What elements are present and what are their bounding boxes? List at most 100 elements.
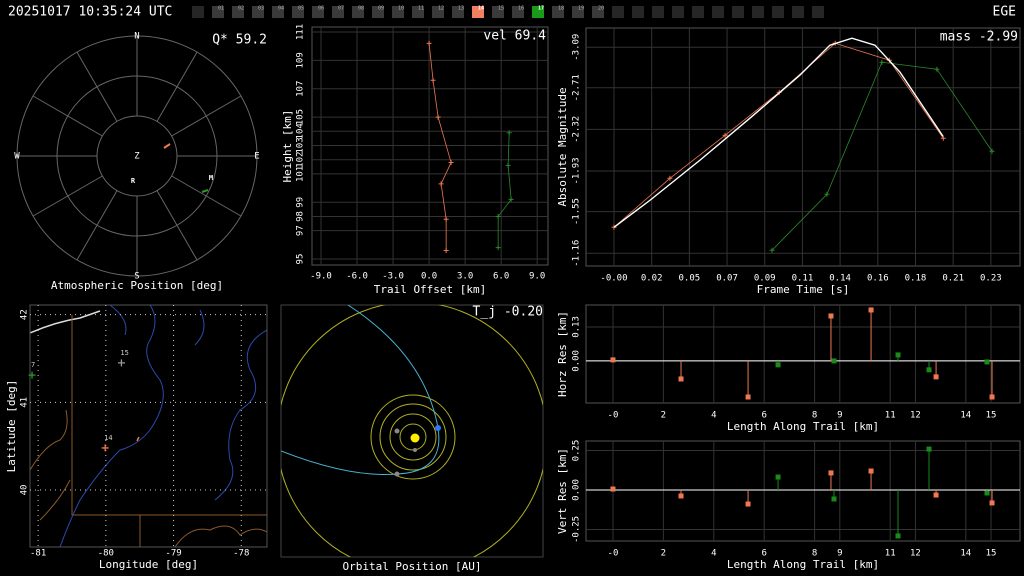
orbit-ring — [370, 394, 456, 480]
data-point — [508, 196, 514, 202]
residual-point — [831, 358, 837, 364]
frame-label: 20 — [598, 6, 604, 12]
state-border — [139, 515, 267, 547]
earth — [435, 425, 441, 431]
x-tick-label: 0.23 — [980, 274, 1002, 284]
data-point — [426, 40, 432, 46]
frame-button[interactable] — [452, 6, 464, 18]
frame-label: 11 — [418, 6, 424, 12]
x-tick-label: 4 — [711, 411, 716, 421]
frame-button[interactable] — [592, 6, 604, 18]
direction-label: E — [254, 152, 259, 162]
polar-spoke — [171, 175, 242, 217]
data-point — [824, 191, 830, 197]
frame-button[interactable] — [252, 6, 264, 18]
frame-button[interactable] — [272, 6, 284, 18]
y-axis-label: Latitude [deg] — [5, 380, 18, 473]
frame-label: 06 — [318, 6, 324, 12]
y-tick-label: 109 — [296, 52, 306, 68]
frame-label: 19 — [578, 6, 584, 12]
frame-label: 15 — [498, 6, 504, 12]
frame-button[interactable] — [492, 6, 504, 18]
x-tick-label: 0.09 — [754, 274, 776, 284]
polar-spoke — [32, 175, 103, 217]
residual-point — [926, 446, 932, 452]
polar-spoke — [76, 51, 118, 122]
x-tick-label: 4 — [711, 549, 716, 559]
frame-button[interactable] — [292, 6, 304, 18]
y-axis-label: Vert Res [km] — [556, 448, 569, 534]
frame-label: 02 — [238, 6, 244, 12]
y-tick-label: -2.71 — [572, 74, 582, 101]
coastline — [30, 310, 101, 334]
residual-point — [775, 362, 781, 368]
data-point — [506, 130, 512, 136]
station-label: 15 — [120, 349, 128, 357]
frame-button[interactable] — [432, 6, 444, 18]
polar-track — [201, 189, 209, 193]
frame-button[interactable] — [372, 6, 384, 18]
residual-point — [926, 367, 932, 373]
planet — [394, 428, 400, 434]
x-tick-label: -0 — [608, 411, 619, 421]
frame-button[interactable] — [532, 6, 544, 18]
x-axis-label: Length Along Trail [km] — [727, 420, 879, 433]
x-tick-label: -9.0 — [310, 272, 332, 282]
x-tick-label: 6 — [761, 549, 766, 559]
polar-spoke — [171, 95, 242, 137]
frame-label: 10 — [398, 6, 404, 12]
x-tick-label: 8 — [812, 411, 817, 421]
data-point — [879, 59, 885, 65]
x-tick-label: -81 — [30, 549, 46, 559]
y-tick-label: 0.13 — [572, 316, 582, 338]
x-tick-label: 8 — [812, 549, 817, 559]
frame-button[interactable] — [572, 6, 584, 18]
x-tick-label: -79 — [165, 549, 181, 559]
y-tick-label: 0.00 — [572, 479, 582, 501]
y-tick-label: -3.09 — [572, 34, 582, 61]
frame-button[interactable] — [332, 6, 344, 18]
frame-button[interactable] — [472, 6, 484, 18]
data-point — [443, 248, 449, 254]
frame-button[interactable] — [312, 6, 324, 18]
annotation: mass -2.99 — [940, 30, 1018, 45]
residual-point — [745, 394, 751, 400]
frame-button[interactable] — [352, 6, 364, 18]
y-tick-label: 97 — [296, 225, 306, 236]
chart-title: Orbital Position [AU] — [342, 560, 481, 573]
station — [28, 371, 36, 379]
state-border — [71, 315, 267, 516]
data-point — [505, 162, 511, 168]
annotation: T_j -0.20 — [473, 305, 543, 320]
x-tick-label: 0.11 — [792, 274, 814, 284]
y-tick-label: 103 — [296, 137, 306, 153]
frame-slot — [732, 6, 744, 18]
residual-point — [828, 470, 834, 476]
y-tick-label: -1.16 — [572, 240, 582, 267]
data-point — [438, 181, 444, 187]
station-marker: R — [131, 177, 136, 185]
y-tick-label: -1.93 — [572, 157, 582, 184]
frame-button[interactable] — [392, 6, 404, 18]
frame-button[interactable] — [212, 6, 224, 18]
direction-label: S — [134, 272, 139, 282]
residual-point — [745, 501, 751, 507]
frame-button[interactable] — [512, 6, 524, 18]
x-tick-label: 0.14 — [829, 274, 851, 284]
frame-slot — [692, 6, 704, 18]
planet — [413, 448, 417, 452]
frame-slot — [812, 6, 824, 18]
frame-button[interactable] — [412, 6, 424, 18]
frame-slot — [192, 6, 204, 18]
residual-point — [984, 490, 990, 496]
frame-button[interactable] — [232, 6, 244, 18]
x-tick-label: 6 — [761, 411, 766, 421]
y-tick-label: 95 — [296, 254, 306, 265]
frame-slot — [672, 6, 684, 18]
frame-label: 07 — [338, 6, 344, 12]
frame-button[interactable] — [552, 6, 564, 18]
station-code: EGE — [993, 5, 1016, 20]
meteoroid-orbit — [281, 450, 398, 475]
frame-label: 12 — [438, 6, 444, 12]
data-point — [989, 148, 995, 154]
